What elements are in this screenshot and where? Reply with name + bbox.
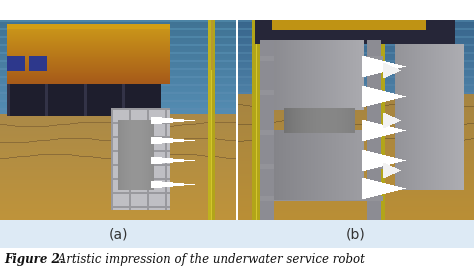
Text: (b): (b) xyxy=(346,227,365,241)
Text: (a): (a) xyxy=(109,227,128,241)
Text: Figure 2.: Figure 2. xyxy=(4,253,64,266)
Text: Artistic impression of the underwater service robot: Artistic impression of the underwater se… xyxy=(54,253,365,266)
